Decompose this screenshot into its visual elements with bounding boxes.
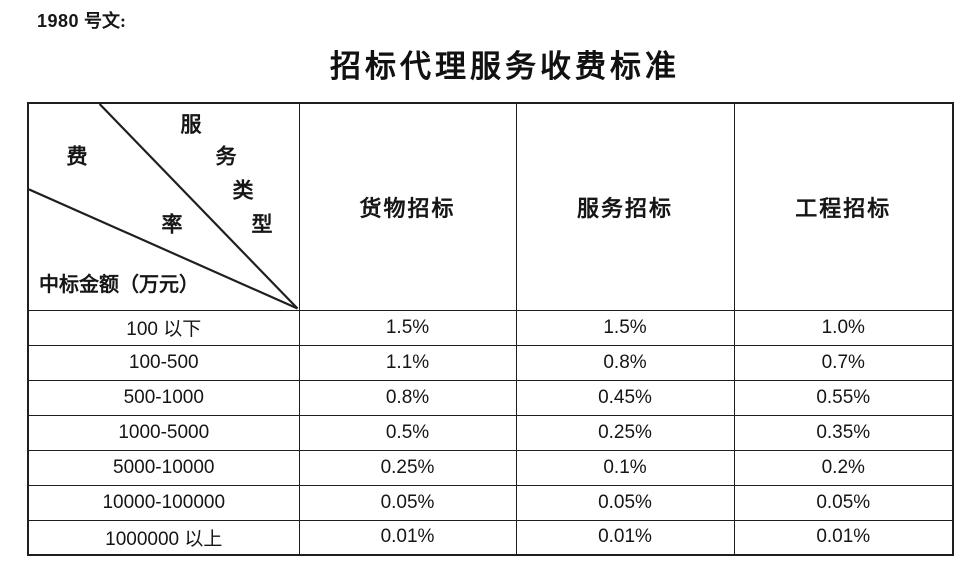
fee-table: 服 务 类 型 费 率 中标金额（万元） 货物招标 服务招标 工程招标 100 …	[27, 102, 954, 556]
column-header-services: 服务招标	[515, 102, 735, 311]
corner-char-service-2: 务	[215, 144, 237, 169]
rate-value: 0.05%	[298, 484, 517, 521]
table-row: 5000-10000 0.25% 0.1% 0.2%	[27, 449, 954, 486]
rate-value: 0.5%	[298, 414, 517, 451]
diagonal-header-cell: 服 务 类 型 费 率 中标金额（万元）	[27, 102, 300, 311]
row-label: 1000000 以上	[27, 519, 300, 556]
rate-value: 0.45%	[515, 379, 735, 416]
rate-value: 0.05%	[733, 484, 954, 521]
doc-number-label: 1980 号文:	[37, 7, 126, 33]
row-label: 500-1000	[27, 379, 300, 416]
table-row: 1000000 以上 0.01% 0.01% 0.01%	[27, 519, 954, 556]
row-label: 1000-5000	[27, 414, 300, 451]
diagonal-lines-icon	[29, 104, 298, 309]
corner-char-service-3: 类	[232, 178, 254, 203]
rate-value: 0.01%	[298, 519, 517, 556]
table-row: 100 以下 1.5% 1.5% 1.0%	[27, 309, 954, 346]
rate-value: 1.1%	[298, 344, 517, 381]
column-header-works: 工程招标	[733, 102, 954, 311]
rate-value: 1.0%	[733, 309, 954, 346]
corner-char-service-1: 服	[180, 112, 202, 137]
corner-char-service-4: 型	[251, 212, 273, 237]
rate-value: 0.2%	[733, 449, 954, 486]
table-row: 100-500 1.1% 0.8% 0.7%	[27, 344, 954, 381]
rate-value: 0.35%	[733, 414, 954, 451]
corner-char-rate-1: 费	[66, 144, 88, 169]
rate-value: 0.01%	[733, 519, 954, 556]
row-axis-label: 中标金额（万元）	[39, 274, 199, 296]
row-label: 10000-100000	[27, 484, 300, 521]
table-row: 10000-100000 0.05% 0.05% 0.05%	[27, 484, 954, 521]
rate-value: 1.5%	[515, 309, 735, 346]
row-label: 100 以下	[27, 309, 300, 346]
row-label: 100-500	[27, 344, 300, 381]
rate-value: 0.8%	[515, 344, 735, 381]
rate-value: 0.01%	[515, 519, 735, 556]
rate-value: 0.1%	[515, 449, 735, 486]
rate-value: 0.8%	[298, 379, 517, 416]
rate-value: 0.25%	[515, 414, 735, 451]
doc-number: 1980	[37, 11, 80, 31]
column-header-goods: 货物招标	[298, 102, 517, 311]
rate-value: 0.05%	[515, 484, 735, 521]
page-title: 招标代理服务收费标准	[330, 49, 680, 84]
corner-char-rate-2: 率	[161, 212, 183, 237]
table-row: 500-1000 0.8% 0.45% 0.55%	[27, 379, 954, 416]
doc-number-suffix: 号文:	[84, 11, 127, 31]
rate-value: 0.25%	[298, 449, 517, 486]
table-row: 1000-5000 0.5% 0.25% 0.35%	[27, 414, 954, 451]
rate-value: 0.55%	[733, 379, 954, 416]
rate-value: 0.7%	[733, 344, 954, 381]
table-header-row: 服 务 类 型 费 率 中标金额（万元） 货物招标 服务招标 工程招标	[27, 102, 954, 311]
rate-value: 1.5%	[298, 309, 517, 346]
row-label: 5000-10000	[27, 449, 300, 486]
